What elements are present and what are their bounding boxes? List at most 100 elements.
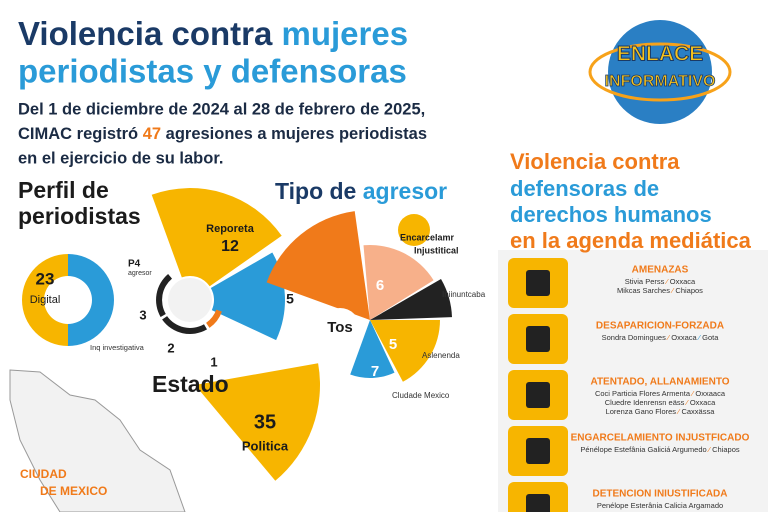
section-title: Estado: [152, 371, 229, 397]
item-entry: Sondra Domingues ⁄ Oxxaca ⁄ Gota: [602, 333, 720, 342]
wedge: [156, 274, 172, 317]
wedge-value: 7: [371, 363, 379, 380]
panel-title: derechos humanos: [510, 202, 712, 227]
entry-name: Penélope Esterânia Calicia Argamado: [597, 501, 723, 510]
title-part: Violencia contra: [18, 15, 273, 52]
item-entry: Cluedre Idenrensn eäss ⁄ Oxxaca: [605, 398, 716, 407]
item-entry: Coci Particia Flores Armenta ⁄ Oxxaaca: [595, 389, 726, 398]
radial-note: agresor: [128, 270, 152, 277]
logo-text: ENLACE: [617, 43, 703, 66]
separator: ⁄: [670, 286, 675, 295]
title-part: Tipo de: [275, 178, 356, 204]
title-part: agresor: [363, 178, 447, 204]
entry-place: Oxxaca: [670, 277, 696, 286]
wedge-label: Iniinuntcaba: [442, 290, 486, 299]
map-label: CIUDAD: [20, 467, 67, 481]
entry-place: Chiapos: [675, 286, 703, 295]
entry-name: Lorenza Gano Flores: [606, 407, 677, 416]
map-label: DE MEXICO: [40, 484, 107, 498]
item-icon-inner: [526, 438, 550, 464]
ring-value: 3: [139, 307, 146, 322]
panel-title: Violencia contra: [510, 149, 680, 174]
entry-name: Pénélope Estefânia Galiciá Argumedo: [580, 445, 706, 454]
separator: ⁄: [666, 333, 671, 342]
intro-part: CIMAC registró: [18, 125, 138, 143]
title-part: mujeres: [282, 15, 409, 52]
intro-number: 47: [143, 125, 161, 143]
wedge: [370, 279, 452, 320]
type-note: Encarcelamr: [400, 232, 455, 242]
item-label: DESAPARICION-FORZADA: [596, 321, 724, 332]
intro-line: Del 1 de diciembre de 2024 al 28 de febr…: [18, 100, 425, 118]
item-entry: Mikcas Sarches ⁄ Chiapos: [617, 286, 703, 295]
intro-line: en el ejercicio de su labor.: [18, 149, 223, 167]
map-outline: [9, 369, 186, 512]
wedge-value: 35: [254, 411, 276, 433]
separator: ⁄: [676, 407, 681, 416]
ring-value: 2: [167, 340, 174, 355]
wedge: [210, 252, 286, 341]
entry-name: Mikcas Sarches: [617, 286, 670, 295]
wedge-label: Aslenenda: [422, 351, 460, 360]
wedge: [363, 245, 434, 320]
item-entry: Stivia Perss ⁄ Oxxaca: [625, 277, 696, 286]
wedge-label: Politica: [242, 438, 289, 453]
wedge: [151, 188, 282, 287]
center-label: Tos: [327, 319, 353, 336]
logo-globe: [608, 20, 712, 124]
item-entry: Pénélope Estefânia Galiciá Argumedo ⁄ Ch…: [580, 445, 740, 454]
separator: ⁄: [690, 389, 695, 398]
wedge: [22, 254, 68, 346]
type-note: Injustitical: [414, 245, 459, 255]
logo-ring: [588, 42, 732, 102]
item-label: DETENCION INIUSTIFICADA: [593, 489, 728, 500]
donut-value: 23: [36, 269, 55, 288]
wedge: [370, 320, 440, 382]
item-icon-inner: [526, 382, 550, 408]
item-icon-inner: [526, 326, 550, 352]
section-title: periodistas: [18, 203, 141, 229]
wedge-label: Cludade Mexico: [392, 391, 450, 400]
wedge: [206, 309, 222, 328]
entry-place: Oxxaca: [690, 398, 716, 407]
intro-part: agresiones a mujeres periodistas: [166, 125, 427, 143]
hub: [168, 278, 212, 322]
entry-place: Caxxässa: [681, 407, 715, 416]
item-label: AMENAZAS: [632, 265, 689, 276]
donut-note: Inq investigativa: [90, 343, 145, 352]
entry-name: Cluedre Idenrensn eäss: [605, 398, 685, 407]
ring-value: 1: [210, 354, 217, 369]
section-title: Perfil de: [18, 177, 109, 203]
wedge-value: 12: [221, 238, 239, 255]
radial-note: P4: [128, 259, 141, 270]
entry-place: Oxxaaca: [695, 389, 725, 398]
wedge-value: 5: [389, 336, 397, 353]
item-icon-inner: [526, 494, 550, 512]
panel-title: en la agenda mediática: [510, 228, 752, 253]
item-label: ENGARCELAMIENTO INJUSTFICADO: [571, 433, 750, 444]
wedge: [195, 363, 320, 481]
entry-name: Stivia Perss: [625, 277, 665, 286]
logo-text: INFORMATIVO: [605, 73, 716, 90]
entry-name: Sondra Domingues: [602, 333, 666, 342]
intro-line: CIMAC registró 47 agresiones a mujeres p…: [18, 125, 427, 143]
item-icon-inner: [526, 270, 550, 296]
separator: ⁄: [684, 398, 689, 407]
hub: [320, 308, 360, 348]
separator: ⁄: [697, 333, 702, 342]
item-entry: Penélope Esterânia Calicia Argamado: [597, 501, 723, 510]
item-label: ATENTADO, ALLANAMIENTO: [590, 377, 729, 388]
wedge-label: Reporeta: [206, 223, 255, 235]
entry-name: Coci Particia Flores Armenta: [595, 389, 691, 398]
section-title: Tipo de agresor: [275, 178, 447, 204]
wedge: [162, 316, 207, 334]
entry-place: Chiapos: [712, 445, 740, 454]
type-icon: [398, 214, 430, 246]
wedge-value: 6: [376, 277, 384, 294]
item-entry: Lorenza Gano Flores ⁄ Caxxässa: [606, 407, 716, 416]
wedge-value: 5: [286, 291, 294, 307]
entry-place: Gota: [702, 333, 719, 342]
separator: ⁄: [664, 277, 669, 286]
